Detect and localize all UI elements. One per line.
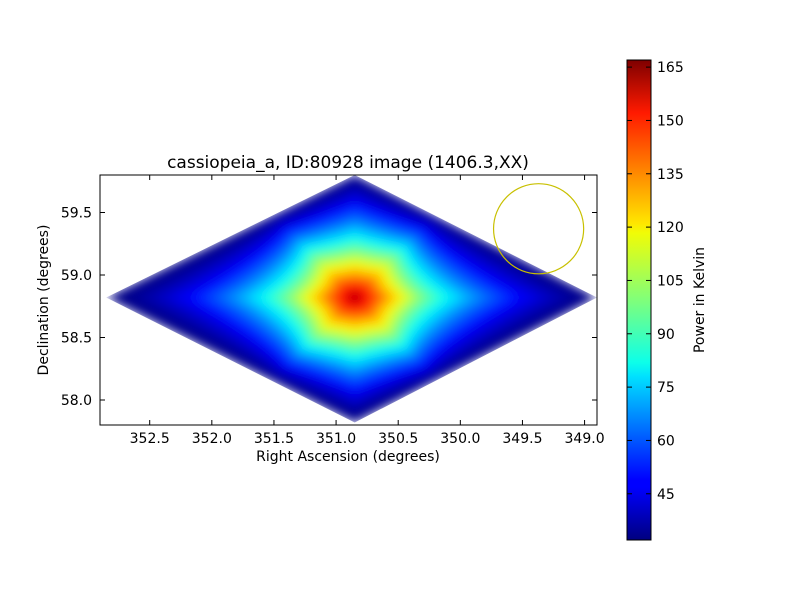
y-axis-label: Declination (degrees) — [36, 225, 52, 376]
chart-title: cassiopeia_a, ID:80928 image (1406.3,XX) — [167, 153, 529, 173]
x-axis-label: Right Ascension (degrees) — [256, 449, 440, 465]
colorbar-label: Power in Kelvin — [692, 247, 708, 353]
heatmap-contour — [346, 292, 363, 303]
colorbar-tick-label: 150 — [657, 113, 684, 129]
heatmap-image — [106, 175, 598, 423]
y-tick-label: 59.0 — [61, 268, 92, 284]
colorbar-tick-label: 60 — [657, 433, 675, 449]
colorbar-tick-label: 75 — [657, 380, 675, 396]
x-tick-label: 349.0 — [565, 431, 605, 447]
x-tick-label: 352.5 — [130, 431, 170, 447]
colorbar-tick-label: 120 — [657, 220, 684, 236]
annotation-circle — [492, 183, 585, 275]
colorbar — [626, 59, 652, 541]
colorbar-tick-label: 45 — [657, 487, 675, 503]
x-tick-label: 352.0 — [192, 431, 232, 447]
colorbar-tick-label: 105 — [657, 273, 684, 289]
colorbar-tick-label: 135 — [657, 167, 684, 183]
colorbar-ticks: 45 60 75 90 105 120 135 150 165 — [627, 60, 684, 503]
x-tick-label: 350.0 — [440, 431, 480, 447]
y-tick-label: 59.5 — [61, 206, 92, 222]
y-tick-label: 58.5 — [61, 331, 92, 347]
plot-frame — [99, 174, 598, 426]
y-axis: 58.0 58.5 59.0 59.5 — [61, 206, 597, 409]
x-tick-label: 350.5 — [378, 431, 418, 447]
x-tick-label: 351.0 — [316, 431, 356, 447]
x-tick-label: 351.5 — [254, 431, 294, 447]
y-tick-label: 58.0 — [61, 393, 92, 409]
x-axis: 352.5 352.0 351.5 351.0 350.5 350.0 349.5 349.0 — [130, 175, 605, 447]
colorbar-tick-label: 90 — [657, 327, 675, 343]
colorbar-tick-label: 165 — [657, 60, 684, 76]
x-tick-label: 349.5 — [502, 431, 542, 447]
